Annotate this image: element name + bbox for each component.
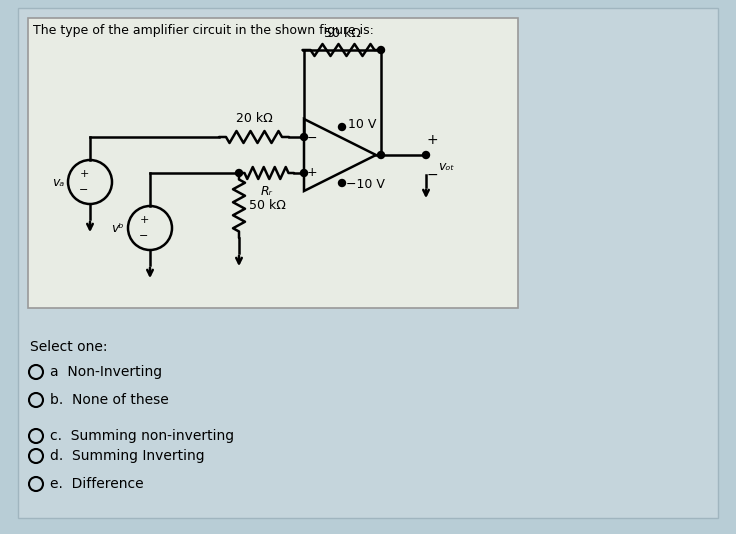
Text: −: − (139, 231, 149, 241)
Text: Select one:: Select one: (30, 340, 107, 354)
Text: The type of the amplifier circuit in the shown figure is:: The type of the amplifier circuit in the… (33, 24, 374, 37)
Text: +: + (79, 169, 88, 179)
Text: c.  Summing non-inverting: c. Summing non-inverting (50, 429, 234, 443)
Text: e.  Difference: e. Difference (50, 477, 144, 491)
Circle shape (339, 179, 345, 186)
Circle shape (236, 169, 242, 177)
Text: d.  Summing Inverting: d. Summing Inverting (50, 449, 205, 463)
Circle shape (339, 123, 345, 130)
Text: vₐ: vₐ (52, 176, 64, 189)
Text: −10 V: −10 V (346, 178, 385, 192)
Text: −: − (426, 168, 438, 182)
Text: a  Non-Inverting: a Non-Inverting (50, 365, 162, 379)
Bar (28, 18, 518, 308)
Circle shape (378, 46, 384, 53)
Text: +: + (139, 215, 149, 225)
Text: 20 kΩ: 20 kΩ (236, 112, 272, 125)
Text: Rᵣ: Rᵣ (261, 185, 272, 198)
Circle shape (378, 152, 384, 159)
Text: −: − (79, 185, 88, 195)
Text: vₒₜ: vₒₜ (438, 160, 454, 173)
Circle shape (300, 169, 308, 177)
Text: +: + (307, 166, 317, 178)
Text: 10 V: 10 V (348, 119, 376, 131)
Text: 50 kΩ: 50 kΩ (249, 199, 286, 212)
Text: +: + (426, 133, 438, 147)
Circle shape (300, 134, 308, 140)
Text: vᵇ: vᵇ (111, 222, 124, 234)
Text: 50 kΩ: 50 kΩ (324, 27, 361, 40)
Circle shape (422, 152, 430, 159)
Text: b.  None of these: b. None of these (50, 393, 169, 407)
Text: −: − (307, 131, 317, 145)
